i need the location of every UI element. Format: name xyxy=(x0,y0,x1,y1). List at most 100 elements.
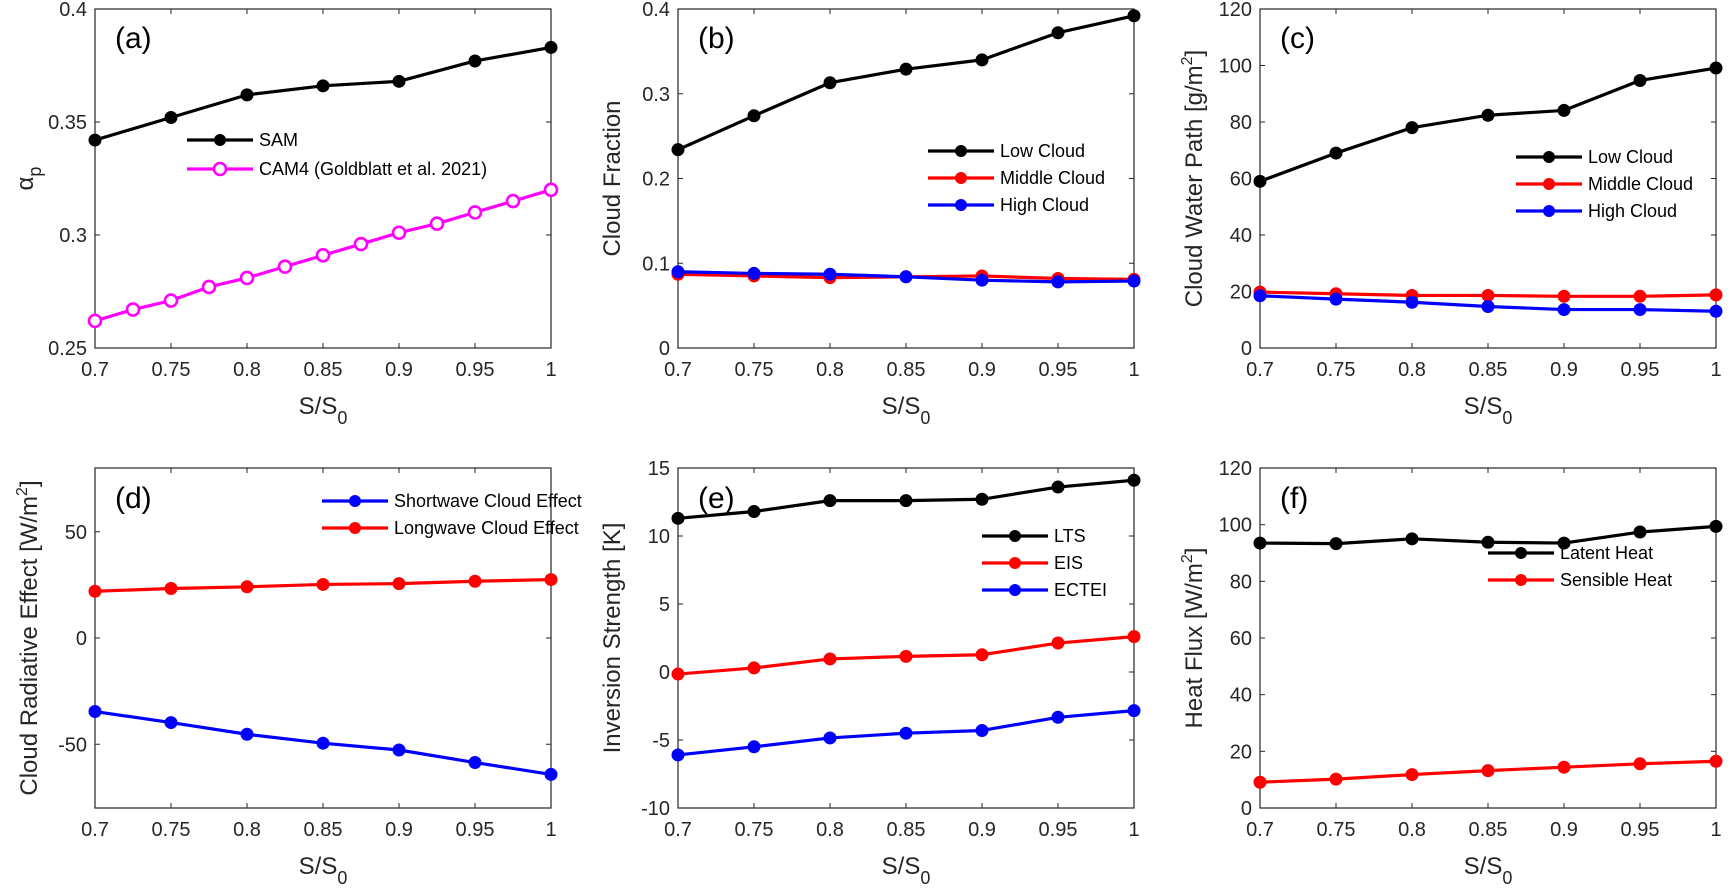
legend-item: High Cloud xyxy=(928,195,1089,215)
legend-marker xyxy=(214,134,226,146)
legend-item: Middle Cloud xyxy=(1516,174,1693,194)
x-tick-label: 0.7 xyxy=(664,819,692,841)
legend-marker xyxy=(1009,557,1021,569)
data-point xyxy=(1557,536,1571,550)
legend-marker xyxy=(1543,151,1555,163)
data-point xyxy=(1405,121,1419,135)
y-tick-label: 60 xyxy=(1230,628,1252,650)
data-point xyxy=(1481,288,1495,302)
x-tick-label: 0.85 xyxy=(887,359,926,381)
x-tick-label: 0.8 xyxy=(816,819,844,841)
data-point xyxy=(315,248,331,263)
x-tick-label: 0.7 xyxy=(81,359,109,381)
legend-label: Shortwave Cloud Effect xyxy=(394,491,582,511)
legend-marker xyxy=(955,199,967,211)
panel-label: (e) xyxy=(698,482,735,515)
data-point xyxy=(1253,536,1267,550)
y-axis-label: αp xyxy=(12,167,45,191)
data-point xyxy=(392,74,406,88)
x-axis-label: S/S0 xyxy=(299,393,348,428)
data-point xyxy=(1633,757,1647,771)
y-tick-label: -10 xyxy=(641,798,670,820)
panel-label: (d) xyxy=(115,482,152,515)
legend: Latent Heat Sensible Heat xyxy=(1488,543,1672,590)
series-sam xyxy=(88,40,558,147)
data-point xyxy=(1253,174,1267,188)
y-axis-label-main: Cloud Radiative Effect [W/m xyxy=(16,496,43,796)
x-axis-label-main: S/S xyxy=(882,393,921,420)
y-tick-label: 80 xyxy=(1230,571,1252,593)
data-point xyxy=(88,705,102,719)
data-point xyxy=(392,577,406,591)
legend-label: Latent Heat xyxy=(1560,543,1653,563)
data-point xyxy=(1127,473,1141,487)
x-tick-label: 0.95 xyxy=(1621,359,1660,381)
data-point xyxy=(1329,772,1343,786)
data-point xyxy=(1051,480,1065,494)
y-tick-label: 60 xyxy=(1230,169,1252,191)
data-point xyxy=(468,756,482,770)
y-axis-label-superscript: 2 xyxy=(14,487,31,496)
y-tick-label: 120 xyxy=(1219,0,1252,21)
legend: LTS EIS ECTEI xyxy=(982,526,1107,600)
data-point xyxy=(1557,303,1571,317)
panel-e: 0.7 0.75 0.8 0.85 0.9 0.95 1-10-5051015S/S0Inv… xyxy=(599,458,1141,888)
y-axis-label-main: Cloud Fraction xyxy=(599,100,626,256)
data-point xyxy=(975,53,989,67)
x-axis-label: S/S0 xyxy=(299,853,348,888)
legend-marker xyxy=(1543,205,1555,217)
legend-label: Low Cloud xyxy=(1588,147,1673,167)
y-tick-label: 50 xyxy=(65,522,87,544)
data-point xyxy=(975,492,989,506)
data-point xyxy=(316,577,330,591)
data-point xyxy=(505,193,521,209)
y-tick-label: 0.3 xyxy=(642,84,670,106)
panel-label: (f) xyxy=(1280,482,1308,515)
y-tick-label: 80 xyxy=(1230,112,1252,134)
x-tick-label: 1 xyxy=(545,819,556,841)
data-point xyxy=(1709,754,1723,768)
legend-item: Latent Heat xyxy=(1488,543,1653,563)
data-point xyxy=(1051,26,1065,40)
legend-marker xyxy=(349,522,361,534)
y-axis-label: Inversion Strength [K] xyxy=(599,523,626,754)
x-tick-label: 0.7 xyxy=(81,819,109,841)
x-axis-label: S/S0 xyxy=(882,853,931,888)
x-tick-label: 0.9 xyxy=(968,819,996,841)
x-tick-label: 0.8 xyxy=(1398,359,1426,381)
legend-marker xyxy=(1515,547,1527,559)
y-axis-label: Heat Flux [W/m2] xyxy=(1179,548,1208,729)
data-point xyxy=(823,494,837,508)
data-point xyxy=(1051,710,1065,724)
series-shortwave-cloud-effect xyxy=(88,705,558,781)
x-axis-label-subscript: 0 xyxy=(337,868,347,888)
y-tick-label: 0.2 xyxy=(642,169,670,191)
x-tick-label: 0.95 xyxy=(456,819,495,841)
data-point xyxy=(1633,289,1647,303)
legend: SAM CAM4 (Goldblatt et al. 2021) xyxy=(187,130,487,179)
series-low-cloud xyxy=(1253,61,1723,188)
data-point xyxy=(88,584,102,598)
data-point xyxy=(823,652,837,666)
legend-label: CAM4 (Goldblatt et al. 2021) xyxy=(259,159,487,179)
x-tick-label: 0.8 xyxy=(816,359,844,381)
legend: Low Cloud Middle Cloud High Cloud xyxy=(1516,147,1693,221)
x-axis-label-subscript: 0 xyxy=(920,868,930,888)
data-point xyxy=(1633,73,1647,87)
legend-item: High Cloud xyxy=(1516,201,1677,221)
y-axis-label-superscript: 2 xyxy=(1179,554,1196,563)
series-longwave-cloud-effect xyxy=(88,573,558,598)
data-point xyxy=(1709,304,1723,318)
data-point xyxy=(1557,760,1571,774)
series-latent-heat xyxy=(1253,519,1723,551)
legend: Low Cloud Middle Cloud High Cloud xyxy=(928,141,1105,215)
x-tick-label: 1 xyxy=(545,359,556,381)
data-point xyxy=(899,494,913,508)
series-low-cloud xyxy=(671,9,1141,157)
legend-item: Longwave Cloud Effect xyxy=(322,518,579,538)
data-point xyxy=(1051,275,1065,289)
data-point xyxy=(164,110,178,124)
data-point xyxy=(240,88,254,102)
data-point xyxy=(392,743,406,757)
x-tick-label: 0.95 xyxy=(1039,819,1078,841)
